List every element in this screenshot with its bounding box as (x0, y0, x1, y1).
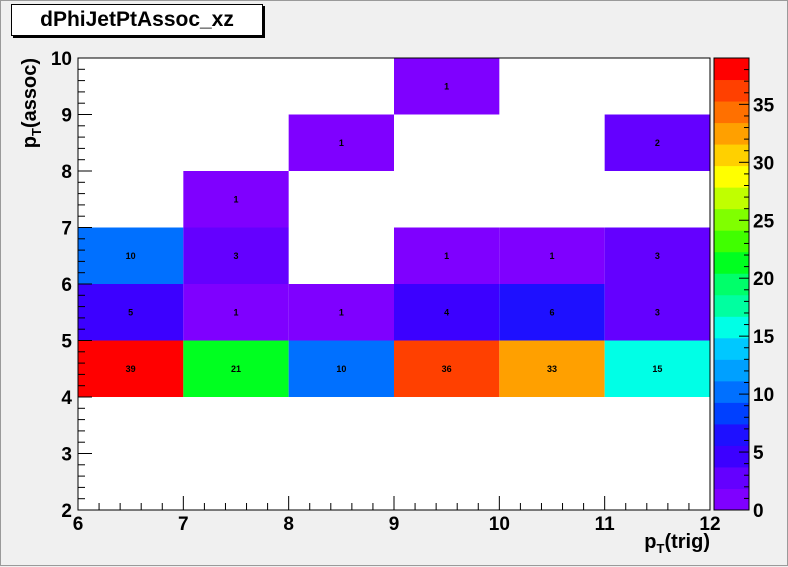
colorbar-frame (713, 57, 750, 511)
heatmap-cell (288, 114, 394, 171)
heatmap-cell (604, 340, 710, 397)
heatmap-cell (394, 340, 500, 397)
cell-value-label: 1 (444, 81, 449, 91)
heatmap-cell (499, 340, 605, 397)
colorbar-segment (714, 230, 749, 253)
y-tick-label: 10 (51, 49, 72, 70)
y-tick-label: 5 (61, 332, 72, 353)
colorbar-segment (714, 445, 749, 468)
heatmap-cell (78, 284, 184, 341)
colorbar-segment (714, 251, 749, 274)
colorbar-segment (714, 359, 749, 382)
colorbar-tick-label: 35 (753, 95, 775, 116)
colorbar-tick-label: 25 (753, 211, 775, 232)
x-tick-label: 9 (389, 514, 400, 535)
cell-value-label: 10 (336, 364, 346, 374)
y-tick-label: 6 (61, 275, 72, 296)
colorbar-segment (714, 423, 749, 446)
colorbar-tick-label: 30 (753, 153, 774, 174)
cell-value-label: 15 (652, 364, 662, 374)
colorbar-segment (714, 337, 749, 360)
cell-value-label: 1 (549, 251, 554, 261)
colorbar-segment (714, 488, 749, 511)
colorbar-segment (714, 316, 749, 339)
cell-value-label: 21 (231, 364, 241, 374)
heatmap-cell (78, 340, 184, 397)
colorbar-segment (714, 165, 749, 188)
colorbar-tick-label: 15 (753, 327, 775, 348)
cell-value-label: 1 (233, 307, 238, 317)
cell-value-label: 39 (126, 364, 136, 374)
cell-value-label: 3 (233, 251, 238, 261)
x-tick-label: 7 (178, 514, 189, 535)
heatmap-cell (394, 284, 500, 341)
colorbar-segment (714, 144, 749, 167)
cell-value-label: 1 (444, 251, 449, 261)
colorbar-tick-label: 5 (753, 443, 764, 464)
heatmap-cell (78, 227, 184, 284)
colorbar-segment (714, 101, 749, 124)
heatmap-cell (288, 340, 394, 397)
colorbar-tick-label: 0 (753, 501, 764, 522)
y-tick-label: 2 (61, 501, 72, 522)
y-tick-label: 3 (61, 445, 72, 466)
y-tick-label: 9 (61, 106, 72, 127)
colorbar-tick-label: 10 (753, 385, 774, 406)
colorbar-segment (714, 208, 749, 231)
colorbar-segment (714, 294, 749, 317)
colorbar-tick-label: 20 (753, 269, 774, 290)
cell-value-label: 1 (339, 138, 344, 148)
cell-value-label: 3 (655, 307, 660, 317)
x-tick-label: 8 (283, 514, 294, 535)
heatmap-cell (604, 114, 710, 171)
colorbar-segment (714, 58, 749, 81)
cell-value-label: 10 (126, 251, 136, 261)
cell-value-label: 4 (444, 307, 449, 317)
colorbar-segment (714, 466, 749, 489)
cell-value-label: 2 (655, 138, 660, 148)
heatmap-cell (183, 227, 289, 284)
x-tick-label: 10 (489, 514, 510, 535)
cell-value-label: 33 (547, 364, 557, 374)
colorbar-segment (714, 79, 749, 102)
heatmap-cell (394, 58, 500, 115)
cell-value-label: 36 (442, 364, 452, 374)
heatmap-cell (499, 284, 605, 341)
cell-value-label: 1 (233, 194, 238, 204)
cell-value-label: 6 (549, 307, 554, 317)
heatmap-cell (499, 227, 605, 284)
y-axis-title: pT(assoc) (19, 58, 44, 148)
colorbar-segment (714, 380, 749, 403)
colorbar-segment (714, 273, 749, 296)
heatmap-cell (604, 284, 710, 341)
heatmap-cell (183, 171, 289, 228)
y-tick-label: 7 (61, 219, 72, 240)
colorbar-segment (714, 402, 749, 425)
x-tick-label: 6 (73, 514, 84, 535)
heatmap-cell (288, 284, 394, 341)
x-tick-label: 12 (699, 514, 720, 535)
y-tick-label: 4 (61, 388, 72, 409)
y-tick-label: 8 (61, 162, 72, 183)
heatmap-cell (183, 340, 289, 397)
heatmap-cell (394, 227, 500, 284)
chart-title: dPhiJetPtAssoc_xz (11, 4, 263, 36)
colorbar-segment (714, 187, 749, 210)
x-tick-label: 11 (595, 514, 616, 535)
x-axis-title: pT(trig) (644, 531, 710, 556)
cell-value-label: 3 (655, 251, 660, 261)
cell-value-label: 1 (339, 307, 344, 317)
colorbar-segment (714, 122, 749, 145)
heatmap-cell (183, 284, 289, 341)
heatmap-cell (604, 227, 710, 284)
cell-value-label: 5 (128, 307, 133, 317)
